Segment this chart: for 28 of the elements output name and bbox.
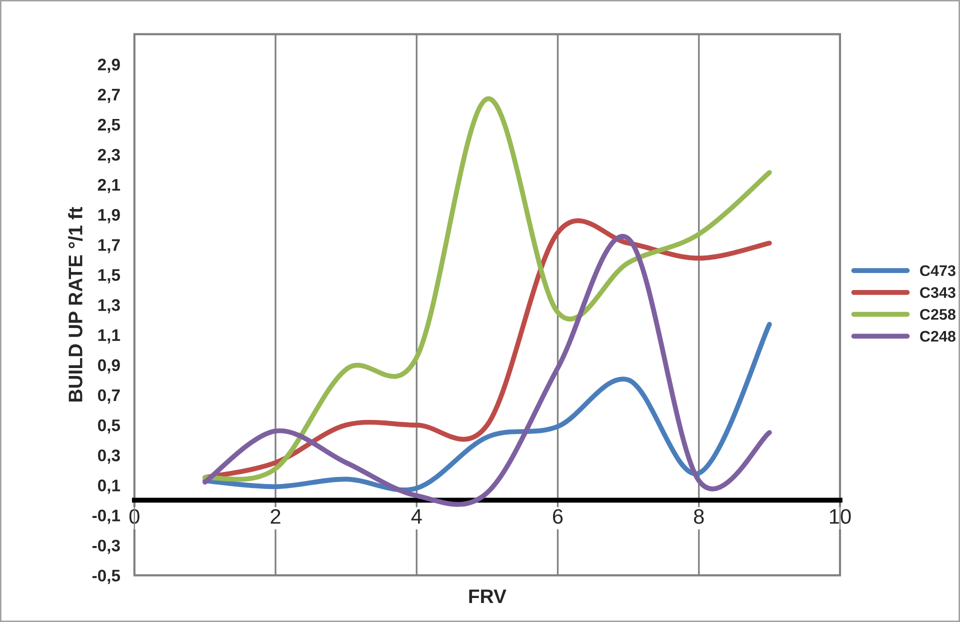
- y-tick-label: 0,5: [98, 419, 120, 434]
- y-axis-title: BUILD UP RATE °/1 ft: [68, 206, 83, 402]
- y-tick-label: 2,7: [98, 88, 120, 103]
- y-tick-label: 0,9: [98, 359, 120, 374]
- y-tick-label: 1,9: [98, 208, 120, 224]
- y-tick-label: 2,1: [98, 178, 120, 194]
- y-tick-label: 1,1: [98, 329, 120, 344]
- y-tick-label: 0,7: [98, 389, 120, 404]
- y-tick-label: 2,9: [98, 58, 120, 73]
- x-axis-title: FRV: [469, 590, 506, 603]
- y-tick-label: -0,3: [92, 540, 120, 554]
- y-tick-label: 1,5: [98, 269, 120, 284]
- y-tick-label: 1,3: [98, 299, 120, 314]
- y-tick-label: -0,5: [92, 570, 120, 584]
- legend-label: C248: [920, 330, 956, 342]
- y-tick-label: 2,3: [98, 148, 120, 164]
- x-tick-label: 2: [270, 509, 280, 524]
- legend-label: C343: [920, 287, 956, 298]
- x-tick-label: 4: [411, 509, 422, 524]
- y-tick-label: 2,5: [98, 118, 120, 134]
- y-tick-label: -0,1: [92, 510, 120, 524]
- legend-label: C258: [920, 309, 956, 320]
- x-tick-label: 8: [694, 509, 704, 524]
- y-tick-label: 0,3: [98, 450, 120, 464]
- x-tick-label: 6: [553, 509, 563, 524]
- legend-label: C473: [920, 265, 956, 276]
- y-tick-label: 1,7: [98, 239, 120, 254]
- y-tick-label: 0,1: [98, 480, 120, 494]
